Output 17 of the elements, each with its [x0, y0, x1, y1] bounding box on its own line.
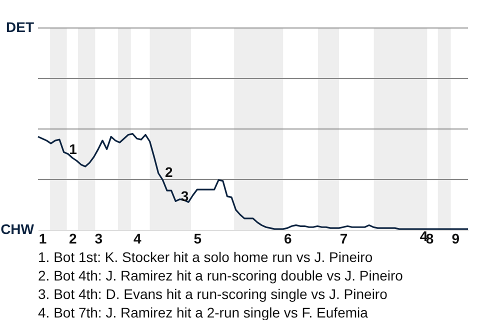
- x-tick-label: 4: [134, 230, 142, 246]
- annotation: 1: [69, 141, 78, 158]
- text: CHW: [0, 221, 35, 237]
- x-tick-label: 3: [94, 230, 103, 246]
- x-tick-label: 5: [194, 230, 202, 246]
- text: 1. Bot 1st: K. Stocker hit a solo home run vs J. Pineiro: [38, 249, 373, 265]
- x-tick-label: 7: [340, 230, 348, 246]
- x-tick-label: 8: [426, 230, 434, 246]
- x-tick-label: 2: [69, 230, 77, 246]
- text: DET: [6, 19, 34, 35]
- x-tick-label: 1: [38, 230, 47, 246]
- text: 2. Bot 4th: J. Ramirez hit a run-scoring double vs J. Pineiro: [38, 268, 404, 284]
- annotation: 2: [164, 164, 173, 180]
- x-tick-label: 9: [452, 230, 460, 246]
- annotation: 3: [180, 188, 189, 204]
- text: 3. Bot 4th: D. Evans hit a run-scoring single vs J. Pineiro: [38, 286, 388, 302]
- x-tick-label: 6: [284, 230, 292, 246]
